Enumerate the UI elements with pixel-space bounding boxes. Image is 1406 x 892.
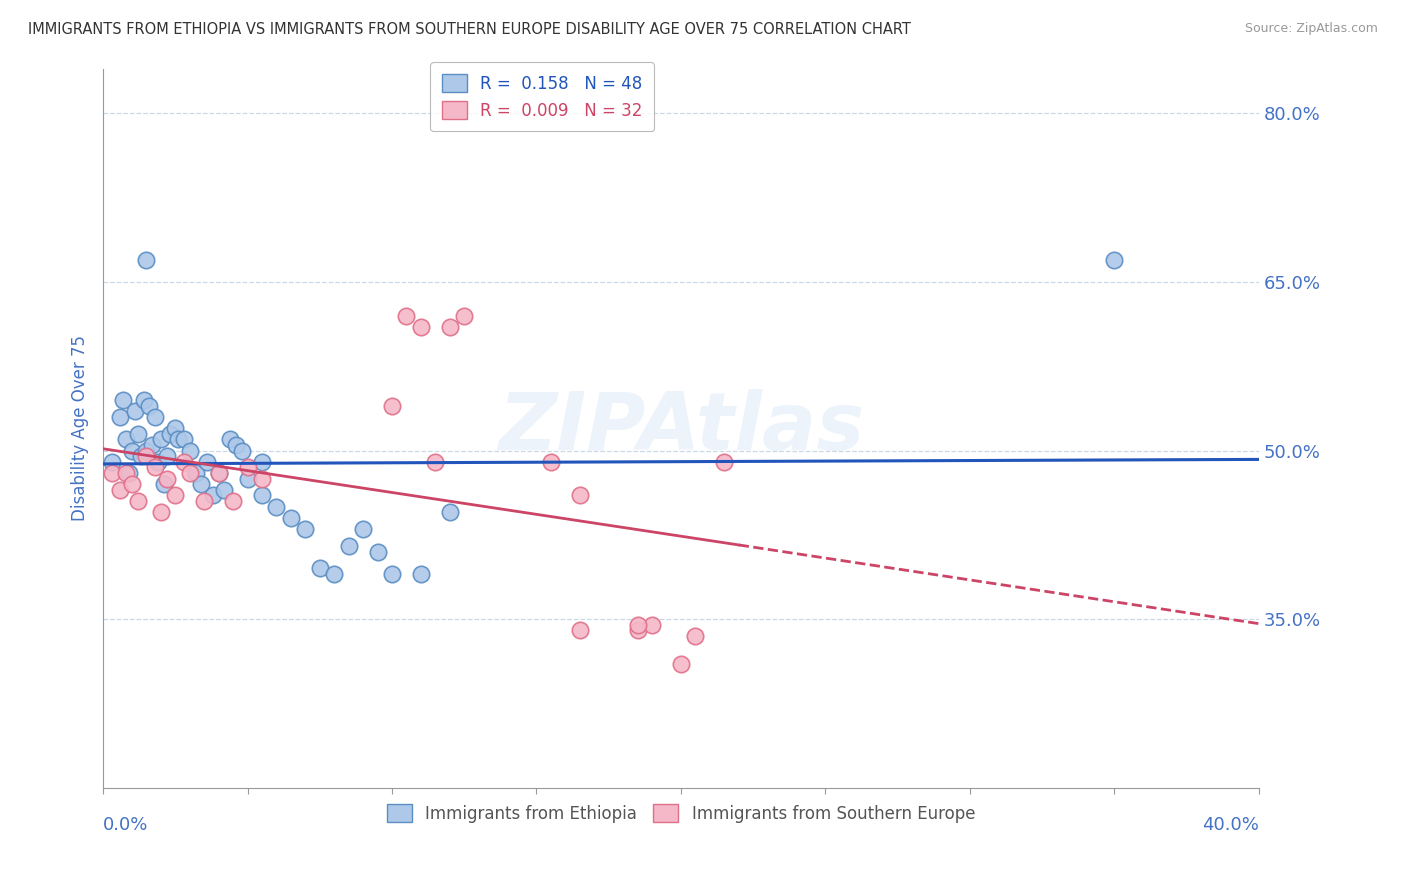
Point: [129, 449, 152, 463]
Point: [149, 432, 172, 446]
Point: [101, 455, 124, 469]
Legend: Immigrants from Ethiopia, Immigrants from Southern Europe: Immigrants from Ethiopia, Immigrants fro…: [380, 797, 981, 830]
Point: [453, 309, 475, 323]
Point: [190, 477, 212, 491]
Point: [219, 432, 242, 446]
Point: [1104, 252, 1126, 267]
Point: [135, 252, 157, 267]
Point: [250, 455, 273, 469]
Point: [337, 539, 360, 553]
Point: [409, 567, 432, 582]
Point: [124, 404, 146, 418]
Point: [250, 472, 273, 486]
Point: [280, 511, 302, 525]
Point: [115, 466, 138, 480]
Point: [159, 426, 181, 441]
Point: [193, 494, 215, 508]
Point: [236, 472, 259, 486]
Point: [135, 449, 157, 463]
Point: [225, 438, 247, 452]
Point: [669, 657, 692, 671]
Point: [308, 561, 330, 575]
Point: [439, 505, 461, 519]
Point: [352, 522, 374, 536]
Point: [208, 466, 231, 480]
Text: Source: ZipAtlas.com: Source: ZipAtlas.com: [1244, 22, 1378, 36]
Point: [179, 466, 201, 480]
Point: [173, 432, 195, 446]
Text: 0.0%: 0.0%: [103, 815, 149, 834]
Text: IMMIGRANTS FROM ETHIOPIA VS IMMIGRANTS FROM SOUTHERN EUROPE DISABILITY AGE OVER : IMMIGRANTS FROM ETHIOPIA VS IMMIGRANTS F…: [28, 22, 911, 37]
Point: [184, 466, 207, 480]
Point: [250, 488, 273, 502]
Point: [179, 443, 201, 458]
Point: [294, 522, 316, 536]
Point: [323, 567, 346, 582]
Point: [439, 320, 461, 334]
Point: [173, 455, 195, 469]
Point: [685, 629, 707, 643]
Point: [132, 392, 155, 407]
Point: [141, 438, 163, 452]
Point: [236, 460, 259, 475]
Point: [381, 567, 404, 582]
Point: [540, 455, 562, 469]
Point: [115, 432, 138, 446]
Point: [138, 399, 160, 413]
Point: [127, 426, 149, 441]
Point: [641, 617, 664, 632]
Point: [568, 624, 591, 638]
Text: ZIPAtlas: ZIPAtlas: [498, 389, 865, 467]
Point: [231, 443, 253, 458]
Point: [112, 392, 135, 407]
Point: [167, 432, 190, 446]
Point: [208, 466, 231, 480]
Point: [156, 472, 179, 486]
Point: [626, 624, 648, 638]
Point: [156, 449, 179, 463]
Point: [143, 460, 166, 475]
Y-axis label: Disability Age Over 75: Disability Age Over 75: [72, 335, 89, 521]
Point: [425, 455, 447, 469]
Point: [222, 494, 245, 508]
Point: [127, 494, 149, 508]
Point: [367, 544, 389, 558]
Point: [110, 409, 132, 424]
Point: [118, 466, 141, 480]
Point: [409, 320, 432, 334]
Point: [381, 399, 404, 413]
Point: [266, 500, 288, 514]
Point: [146, 455, 169, 469]
Point: [110, 483, 132, 497]
Point: [201, 488, 224, 502]
Text: 40.0%: 40.0%: [1202, 815, 1258, 834]
Point: [143, 409, 166, 424]
Point: [626, 617, 648, 632]
Point: [149, 505, 172, 519]
Point: [395, 309, 418, 323]
Point: [135, 443, 157, 458]
Point: [165, 488, 187, 502]
Point: [568, 488, 591, 502]
Point: [195, 455, 218, 469]
Point: [713, 455, 735, 469]
Point: [101, 466, 124, 480]
Point: [214, 483, 236, 497]
Point: [121, 477, 143, 491]
Point: [121, 443, 143, 458]
Point: [165, 421, 187, 435]
Point: [152, 477, 174, 491]
